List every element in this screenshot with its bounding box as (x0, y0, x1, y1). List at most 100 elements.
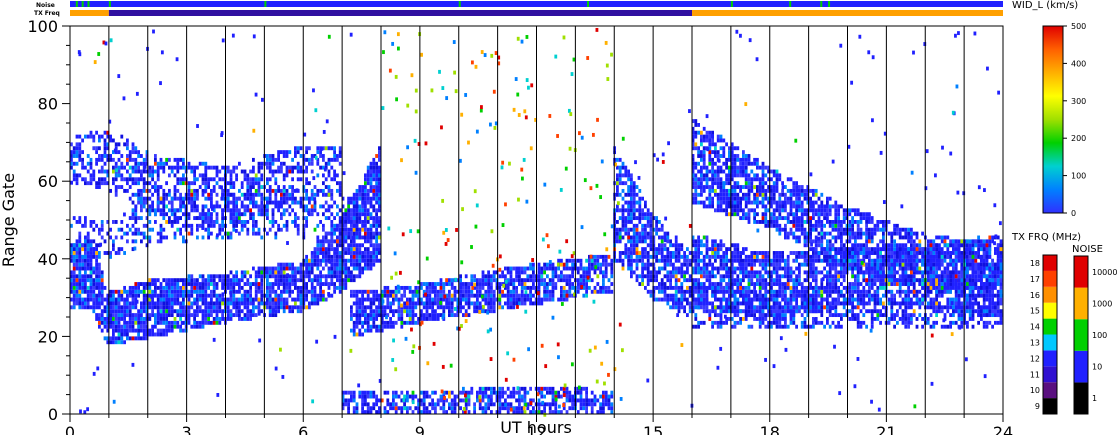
echo-cell (338, 251, 342, 255)
echo-cell (551, 289, 555, 294)
echo-cell (126, 293, 129, 298)
echo-cell (812, 212, 815, 217)
echo-cell (338, 274, 342, 279)
echo-cell (324, 262, 328, 267)
echo-cell (448, 394, 451, 399)
echo-cell (75, 243, 79, 248)
echo-cell (294, 150, 297, 155)
echo-cell (128, 317, 132, 321)
echo-cell (442, 398, 446, 403)
echo-cell (176, 282, 180, 286)
echo-cell (481, 297, 485, 302)
echo-cell (302, 196, 306, 201)
echo-cell (193, 216, 196, 221)
echo-cell (680, 293, 684, 298)
echo-cell (820, 251, 824, 255)
echo-cell (257, 301, 261, 306)
echo-cell (294, 266, 297, 271)
echo-cell (249, 301, 252, 306)
echo-cell (355, 293, 359, 298)
echo-cell (212, 185, 216, 189)
echo-cell (834, 212, 838, 217)
echo-cell (201, 285, 205, 290)
echo-cell (770, 188, 773, 193)
echo-cell (324, 161, 328, 166)
echo-cell (355, 317, 359, 321)
echo-cell (579, 406, 583, 411)
echo-cell (252, 212, 255, 217)
echo-cell (375, 258, 378, 263)
echo-cell (235, 270, 238, 275)
echo-cell (134, 161, 138, 166)
echo-cell (428, 394, 432, 399)
echo-cell (361, 293, 364, 298)
echo-cell (590, 402, 594, 407)
echo-cell (646, 231, 650, 236)
echo-cell (282, 297, 286, 302)
echo-cell (324, 200, 328, 205)
echo-cell (621, 216, 625, 221)
echo-cell (296, 293, 300, 298)
echo-cell (378, 223, 381, 228)
echo-cell (705, 181, 709, 186)
echo-cell (106, 293, 110, 298)
echo-cell (372, 216, 376, 221)
echo-cell (229, 297, 233, 302)
echo-cell (142, 324, 146, 329)
echo-cell (467, 394, 471, 399)
echo-cell (114, 340, 118, 345)
echo-cell (296, 227, 300, 232)
echo-cell (627, 254, 630, 259)
echo-cell (417, 402, 420, 407)
echo-cell (201, 282, 205, 286)
echo-cell (490, 285, 493, 290)
echo-cell (232, 297, 236, 302)
echo-cell (134, 285, 138, 290)
echo-cell (448, 278, 451, 283)
echo-cell (148, 285, 152, 290)
echo-cell (154, 220, 157, 224)
echo-cell (694, 146, 698, 151)
echo-cell (532, 270, 535, 275)
echo-cell (688, 293, 692, 298)
echo-cell (78, 305, 82, 310)
echo-cell (394, 320, 398, 325)
echo-cell (117, 251, 121, 255)
echo-cell (254, 278, 258, 283)
echo-cell (674, 266, 678, 271)
echo-cell (254, 177, 258, 182)
echo-cell (72, 161, 76, 166)
echo-cell (834, 220, 838, 224)
echo-cell (268, 177, 272, 182)
echo-cell (386, 390, 390, 395)
echo-cell (338, 285, 342, 290)
echo-cell (187, 216, 191, 221)
echo-cell (786, 216, 790, 221)
echo-cell (548, 402, 552, 407)
echo-cell (344, 247, 348, 252)
echo-cell (190, 274, 194, 279)
echo-cell (677, 278, 681, 283)
echo-cell (515, 266, 518, 271)
echo-cell (126, 313, 129, 318)
echo-cell (358, 390, 362, 395)
echo-cell (75, 181, 79, 186)
echo-cell (823, 223, 826, 228)
echo-cell (173, 216, 177, 221)
echo-cell (72, 282, 76, 286)
echo-cell (266, 231, 269, 236)
echo-cell (112, 177, 115, 182)
echo-cell (221, 317, 224, 321)
echo-cell (274, 270, 278, 275)
echo-cell (403, 406, 406, 411)
echo-cell (806, 192, 810, 197)
echo-cell (173, 324, 177, 329)
echo-cell (529, 301, 532, 306)
echo-cell (700, 130, 703, 135)
echo-cell (123, 177, 126, 182)
echo-cell (123, 313, 126, 318)
echo-cell (266, 285, 269, 290)
echo-cell (800, 227, 804, 232)
echo-cell (372, 320, 376, 325)
echo-cell (131, 239, 135, 244)
